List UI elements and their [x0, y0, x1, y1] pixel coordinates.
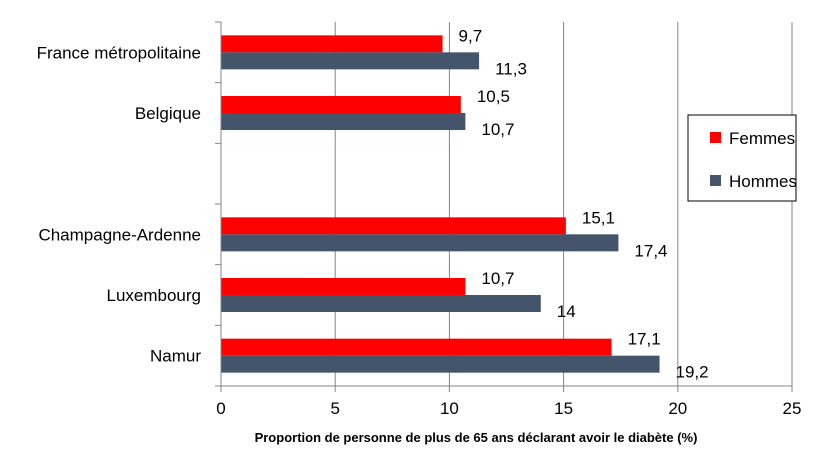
data-label-hommes-champagne-ardenne: 17,4 [634, 241, 667, 260]
legend-swatch-hommes [710, 175, 721, 186]
category-label-france-metropolitaine: France métropolitaine [37, 43, 201, 62]
axes [215, 21, 793, 392]
bar-femmes-luxembourg [221, 278, 466, 295]
legend-label-femmes: Femmes [729, 129, 795, 148]
category-labels: France métropolitaine Belgique Champagne-A… [37, 43, 202, 365]
bar-femmes-france-metropolitaine [221, 35, 443, 53]
gridlines [334, 22, 793, 386]
bars [221, 35, 660, 373]
bar-hommes-belgique [221, 113, 466, 130]
category-label-belgique: Belgique [135, 104, 201, 123]
data-label-femmes-luxembourg: 10,7 [481, 269, 514, 288]
category-label-champagne-ardenne: Champagne-Ardenne [38, 225, 201, 244]
bar-hommes-namur [221, 355, 660, 373]
data-label-femmes-belgique: 10,5 [477, 87, 510, 106]
tick-labels: 0 5 10 15 20 25 [216, 399, 801, 418]
data-label-hommes-luxembourg: 14 [557, 302, 576, 321]
data-label-hommes-belgique: 10,7 [481, 120, 514, 139]
category-label-luxembourg: Luxembourg [106, 286, 201, 305]
bar-hommes-france-metropolitaine [221, 52, 480, 70]
x-tick-label-5: 5 [330, 399, 339, 418]
x-tick-label-0: 0 [216, 399, 225, 418]
bar-hommes-champagne-ardenne [221, 234, 619, 252]
x-tick-label-25: 25 [783, 399, 802, 418]
legend: Femmes Hommes [687, 114, 797, 202]
legend-box [687, 114, 797, 202]
bar-hommes-luxembourg [221, 295, 541, 312]
data-label-hommes-namur: 19,2 [676, 363, 709, 382]
bar-femmes-belgique [221, 96, 461, 113]
data-label-femmes-champagne-ardenne: 15,1 [582, 208, 615, 227]
data-labels: 9,7 11,3 10,5 10,7 15,1 17,4 10,7 14 17,1 19,2 [459, 26, 709, 381]
category-label-namur: Namur [150, 347, 201, 366]
data-label-hommes-france-metropolitaine: 11,3 [495, 59, 527, 78]
data-label-femmes-france-metropolitaine: 9,7 [459, 26, 483, 45]
x-tick-label-10: 10 [440, 399, 459, 418]
x-tick-label-20: 20 [668, 399, 687, 418]
bar-femmes-champagne-ardenne [221, 217, 566, 235]
data-label-femmes-namur: 17,1 [628, 330, 661, 349]
legend-swatch-femmes [710, 132, 721, 143]
legend-label-hommes: Hommes [729, 172, 797, 191]
bar-femmes-namur [221, 338, 612, 356]
x-tick-label-15: 15 [554, 399, 573, 418]
x-axis-label: Proportion de personne de plus de 65 ans… [255, 430, 698, 445]
